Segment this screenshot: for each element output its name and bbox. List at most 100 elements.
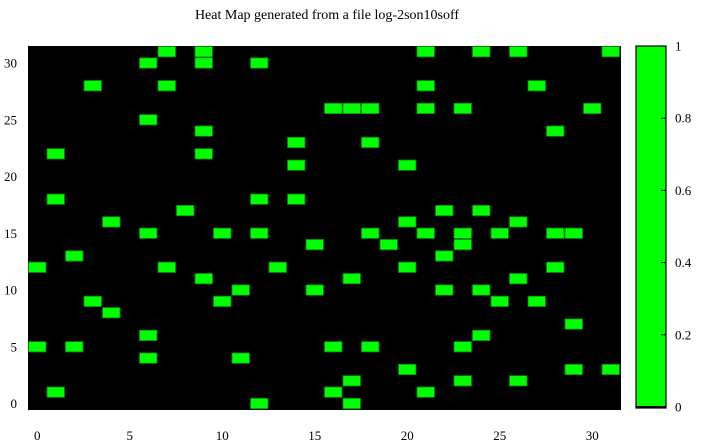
heatmap-cell [250,227,269,239]
heatmap-cell [509,46,528,58]
x-axis-ticks: 0 5 10 15 20 25 30 [34,428,599,443]
colorbar [635,45,667,409]
y-tick-label: 0 [11,396,18,411]
heatmap-cell [342,375,361,387]
heatmap-cell [509,375,528,387]
heatmap-cell [564,363,583,376]
heatmap-cell [65,250,84,262]
x-tick-label: 0 [34,428,41,443]
heatmap-cell [28,341,47,353]
heatmap-cell [157,80,176,92]
heatmap-cell [342,102,361,115]
heatmap-cell [416,80,435,92]
heatmap-cell [139,352,158,364]
heatmap-cell [398,363,417,376]
heatmap-cell [379,239,398,251]
heatmap-cell [65,341,84,353]
heatmap-cell [139,329,158,342]
heatmap-cell [416,102,435,115]
heatmap-cell [139,227,158,239]
heatmap-cell [194,57,213,69]
heatmap-cell [250,57,269,69]
plot-area [28,46,621,410]
heatmap-cell [28,261,47,273]
colorbar-tick-label: 0.2 [675,327,691,342]
colorbar-tick-label: 0.8 [675,111,691,126]
heatmap-cell [527,295,546,307]
heatmap-cells [28,46,620,410]
heatmap-cell [139,114,158,126]
heatmap-cell [157,46,176,58]
heatmap-cell [416,46,435,58]
heatmap-cell [231,284,250,296]
heatmap-cell [194,273,213,285]
x-tick-label: 30 [586,428,599,443]
heatmap-cell [324,386,343,398]
heatmap-cell [435,204,454,217]
heatmap-cell [490,227,509,239]
heatmap-cell [342,397,361,410]
heatmap-cell [361,136,380,149]
heatmap-cell [472,329,491,342]
heatmap-cell [601,363,620,376]
heatmap-cell [324,102,343,115]
heatmap-cell [453,227,472,239]
heatmap-cell [46,148,65,160]
heatmap-cell [527,80,546,92]
heatmap-cell [509,273,528,285]
colorbar-tick-label: 0.4 [675,255,692,270]
chart-title: Heat Map generated from a file log-2son1… [195,8,459,23]
x-tick-label: 15 [308,428,321,443]
heatmap-cell [398,159,417,171]
heatmap-cell [194,125,213,137]
heatmap-cell [361,227,380,239]
y-tick-label: 5 [11,339,18,354]
heatmap-cell [194,148,213,160]
heatmap-cell [83,295,102,307]
y-tick-label: 25 [4,112,17,127]
heatmap-cell [213,227,232,239]
heatmap-cell [453,341,472,353]
heatmap-cell [546,125,565,137]
heatmap-cell [176,204,195,217]
heatmap-cell [102,216,121,228]
heatmap-cell [453,375,472,387]
colorbar-tick-label: 0 [675,400,682,415]
heatmap-cell [361,102,380,115]
y-tick-label: 30 [4,56,17,71]
heatmap-cell [268,261,287,273]
heatmap-cell [305,239,324,251]
heatmap-cell [139,57,158,69]
heatmap-cell [287,159,306,171]
heatmap-cell [194,46,213,58]
heatmap-cell [213,295,232,307]
y-tick-label: 15 [4,226,17,241]
x-tick-label: 25 [493,428,506,443]
heatmap-cell [583,102,602,115]
heatmap-cell [435,284,454,296]
heatmap-cell [564,227,583,239]
y-tick-label: 10 [4,283,17,298]
colorbar-tick-label: 1 [675,39,682,54]
heatmap-cell [231,352,250,364]
heatmap-cell [305,284,324,296]
colorbar-tick-label: 0.6 [675,183,692,198]
heatmap-cell [472,284,491,296]
heatmap-cell [453,102,472,115]
heatmap-cell [472,46,491,58]
heatmap-cell [564,318,583,330]
heatmap-cell [250,193,269,205]
x-tick-label: 5 [127,428,134,443]
heatmap-cell [250,397,269,410]
heatmap-cell [509,216,528,228]
heatmap-cell [324,341,343,353]
heatmap-cell [416,227,435,239]
heatmap-cell [546,227,565,239]
heatmap-cell [46,386,65,398]
x-tick-label: 10 [216,428,229,443]
heatmap-cell [157,261,176,273]
y-axis-ticks: 0 5 10 15 20 25 30 [4,56,17,412]
heatmap-cell [287,193,306,205]
heatmap-cell [287,136,306,149]
